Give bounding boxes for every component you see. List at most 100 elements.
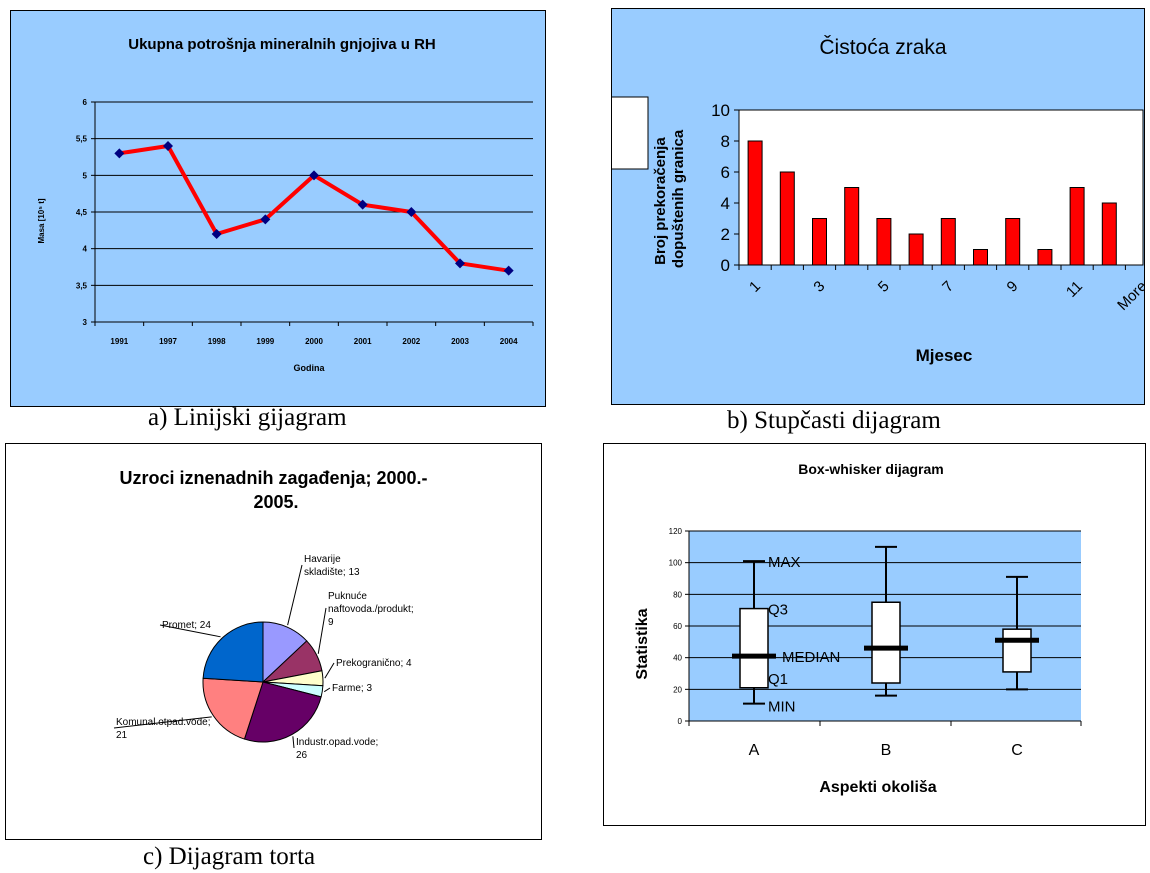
bar <box>747 140 763 266</box>
pie-label: Prekogranično; 4 <box>336 658 412 669</box>
data-point <box>260 214 271 225</box>
leader-line <box>113 716 212 729</box>
bar-chart-xlabel: Mjesec <box>916 346 973 365</box>
bar-chart-title: Čistoća zraka <box>819 36 947 59</box>
line-chart-ylabel: Masa [10⁵ t] <box>37 198 46 243</box>
x-tick-label: A <box>749 742 760 759</box>
box-annotation: MIN <box>768 699 796 716</box>
line-chart: Ukupna potrošnja mineralnih gnjojiva u R… <box>37 36 534 373</box>
x-tick-label: 2003 <box>451 337 469 346</box>
pie-slice <box>202 621 264 683</box>
bar <box>844 187 860 266</box>
y-tick-label: 5 <box>83 171 88 180</box>
bar-chart-legend-box <box>612 96 649 170</box>
y-tick-label: 6 <box>721 163 730 182</box>
box-chart-title: Box-whisker dijagram <box>798 461 944 477</box>
y-tick-label: 60 <box>673 622 682 631</box>
y-tick-label: 40 <box>673 654 682 663</box>
box <box>871 601 901 684</box>
leader-line <box>317 607 327 654</box>
line-chart-title: Ukupna potrošnja mineralnih gnjojiva u R… <box>128 36 436 53</box>
y-tick-label: 8 <box>721 132 730 151</box>
caption-a: a) Linijski gijagram <box>148 404 347 431</box>
pie-slice <box>202 677 264 740</box>
x-tick-label: 2002 <box>402 337 420 346</box>
y-tick-label: 80 <box>673 590 682 599</box>
x-tick-label: B <box>881 742 892 759</box>
y-tick-label: 3,5 <box>76 281 88 290</box>
x-tick-label: 2004 <box>500 337 518 346</box>
bar <box>1069 187 1085 266</box>
pie-chart-panel: Uzroci iznenadnih zagađenja; 2000.- 2005… <box>5 443 542 840</box>
data-point <box>309 170 319 181</box>
x-tick-label: 1999 <box>256 337 274 346</box>
data-point <box>503 265 514 276</box>
box <box>1002 628 1032 673</box>
bar <box>779 171 795 266</box>
box-annotation: Q1 <box>768 671 788 688</box>
x-tick-label: 2000 <box>305 337 323 346</box>
y-tick-label: 4 <box>83 245 88 254</box>
y-tick-label: 3 <box>83 318 88 327</box>
bar-chart: Čistoća zraka Broj prekoračenja dopušten… <box>612 36 1144 365</box>
y-tick-label: 0 <box>721 256 730 275</box>
caption-c: c) Dijagram torta <box>143 843 316 870</box>
data-point <box>163 141 173 151</box>
box-chart-xlabel: Aspekti okoliša <box>819 779 936 796</box>
bar-chart-panel: Čistoća zraka Broj prekoračenja dopušten… <box>611 8 1145 405</box>
line-chart-panel: Ukupna potrošnja mineralnih gnjojiva u R… <box>10 10 546 407</box>
data-point <box>455 258 465 269</box>
data-point <box>357 199 368 210</box>
x-tick-label: 3 <box>810 278 828 296</box>
data-point <box>406 207 417 217</box>
box-chart: Box-whisker dijagram Statistika Aspekti … <box>634 461 1082 796</box>
x-tick-label: 1998 <box>208 337 226 346</box>
pie-label: Industr.opad.vode; 26 <box>296 737 378 761</box>
box <box>739 607 769 689</box>
line-chart-xlabel: Godina <box>294 363 326 373</box>
y-tick-label: 5,5 <box>76 135 88 144</box>
pie-label: Komunal.otpad.vode; 21 <box>116 717 211 741</box>
x-tick-label: 5 <box>875 278 893 296</box>
bar <box>812 218 827 266</box>
y-tick-label: 120 <box>669 527 683 536</box>
x-tick-label: C <box>1011 742 1023 759</box>
x-tick-label: 1997 <box>159 337 177 346</box>
leader-line <box>159 624 221 638</box>
x-tick-label: 7 <box>939 278 957 296</box>
bar <box>876 218 892 266</box>
bar <box>973 249 988 266</box>
data-point <box>211 229 222 239</box>
leader-line <box>324 662 335 679</box>
bar <box>908 233 924 266</box>
pie-label: Puknuće naftovoda./produkt; 9 <box>328 591 414 628</box>
x-tick-label: 9 <box>1004 278 1022 296</box>
pie-label: Farme; 3 <box>332 683 372 694</box>
box-annotation: MAX <box>768 554 801 571</box>
pie-chart-title: Uzroci iznenadnih zagađenja; 2000.- 2005… <box>119 468 432 512</box>
data-line <box>119 144 509 273</box>
box-chart-ylabel: Statistika <box>634 608 651 679</box>
pie-chart: Uzroci iznenadnih zagađenja; 2000.- 2005… <box>113 468 432 761</box>
y-tick-label: 2 <box>721 225 730 244</box>
x-tick-label: More <box>1114 278 1144 314</box>
bar-chart-ylabel: Broj prekoračenja dopuštenih granica <box>652 129 687 268</box>
data-point <box>114 148 125 159</box>
y-tick-label: 10 <box>711 101 730 120</box>
y-tick-label: 100 <box>669 559 683 568</box>
x-tick-label: 11 <box>1063 278 1086 301</box>
leader-line <box>287 564 303 626</box>
box-annotation: MEDIAN <box>782 649 840 666</box>
caption-b: b) Stupčasti dijagram <box>727 407 941 434</box>
x-tick-label: 1 <box>746 278 764 296</box>
y-tick-label: 20 <box>673 685 682 694</box>
pie-slice <box>243 681 322 743</box>
box-annotation: Q3 <box>768 602 788 619</box>
box-chart-panel: Box-whisker dijagram Statistika Aspekti … <box>603 443 1146 826</box>
pie-label: Havarije skladište; 13 <box>304 554 360 578</box>
bar <box>1037 249 1053 266</box>
x-tick-label: 2001 <box>354 337 372 346</box>
y-tick-label: 4 <box>721 194 730 213</box>
y-tick-label: 4,5 <box>76 208 88 217</box>
bar <box>1005 218 1021 266</box>
